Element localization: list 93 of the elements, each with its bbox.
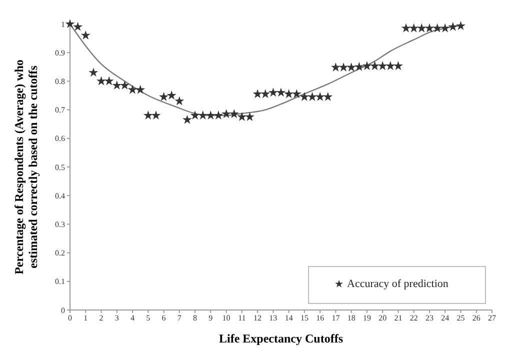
- point: [401, 23, 411, 32]
- x-tick-label: 7: [177, 314, 182, 323]
- point: [424, 23, 434, 32]
- point: [338, 62, 348, 72]
- point: [143, 110, 153, 120]
- point: [73, 22, 83, 31]
- x-tick-label: 25: [456, 314, 465, 323]
- point: [416, 23, 426, 32]
- y-tick-label: 0.6: [55, 134, 65, 144]
- point: [182, 114, 192, 124]
- x-tick-label: 8: [193, 314, 198, 323]
- point: [268, 88, 278, 97]
- point: [276, 88, 286, 97]
- point: [386, 61, 396, 70]
- point: [229, 109, 239, 118]
- x-tick-label: 6: [162, 314, 166, 323]
- point: [65, 19, 75, 28]
- point: [252, 89, 262, 98]
- point: [362, 61, 372, 70]
- x-tick-label: 15: [300, 314, 308, 323]
- point: [260, 89, 270, 98]
- point: [300, 92, 310, 101]
- point: [308, 92, 318, 101]
- point: [166, 90, 176, 100]
- x-tick-label: 3: [114, 314, 119, 323]
- point: [120, 80, 130, 90]
- point: [284, 89, 294, 98]
- x-tick-label: 9: [208, 314, 213, 323]
- point: [456, 21, 466, 30]
- x-tick-label: 26: [472, 314, 480, 323]
- point: [244, 112, 254, 121]
- point: [96, 76, 106, 86]
- y-tick-label: 0.1: [55, 277, 65, 286]
- x-tick-label: 10: [222, 314, 230, 323]
- x-tick-label: 12: [254, 314, 262, 323]
- x-tick-label: 14: [284, 314, 293, 323]
- x-tick-label: 4: [130, 314, 135, 323]
- x-tick-label: 1: [84, 314, 88, 323]
- point: [440, 23, 450, 32]
- point: [292, 89, 302, 98]
- point: [88, 68, 98, 77]
- x-tick-label: 13: [269, 314, 278, 323]
- point: [222, 109, 232, 118]
- x-tick-label: 2: [99, 314, 104, 323]
- point: [354, 62, 364, 71]
- point: [112, 80, 122, 90]
- y-tick-label: 0.4: [55, 191, 65, 200]
- point: [378, 61, 388, 70]
- y-tick-label: 1: [61, 20, 65, 29]
- x-axis-title: Life Expectancy Cutoffs: [219, 332, 344, 346]
- point: [136, 84, 146, 94]
- x-tick-label: 27: [488, 314, 496, 323]
- point: [448, 22, 458, 31]
- y-tick-label: 0: [61, 306, 65, 315]
- y-axis-title: Percentage of Respondents (Average) who estimated correctly based on the cutoffs: [12, 60, 40, 274]
- point: [323, 92, 333, 101]
- x-tick-label: 22: [410, 314, 418, 323]
- point: [174, 96, 184, 106]
- x-tick-label: 18: [347, 314, 356, 323]
- x-tick-label: 17: [332, 314, 340, 323]
- x-tick-label: 20: [378, 314, 387, 323]
- x-tick-label: 0: [68, 314, 72, 323]
- point: [237, 112, 247, 121]
- point: [370, 61, 380, 70]
- point: [104, 76, 114, 86]
- y-tick-label: 0.8: [55, 77, 65, 86]
- point: [330, 62, 340, 72]
- legend-label: Accuracy of prediction: [347, 278, 448, 290]
- x-tick-label: 16: [316, 314, 324, 323]
- point: [393, 61, 403, 70]
- point: [80, 30, 90, 40]
- y-tick-label: 0.2: [55, 248, 65, 258]
- x-tick-label: 5: [146, 314, 150, 323]
- point: [432, 23, 442, 32]
- point: [198, 110, 208, 120]
- point: [315, 92, 325, 101]
- point: [128, 84, 138, 94]
- y-tick-label: 0.9: [55, 48, 65, 58]
- point: [346, 62, 356, 72]
- x-tick-label: 11: [238, 314, 246, 323]
- x-tick-label: 21: [394, 314, 402, 323]
- x-tick-label: 19: [362, 314, 371, 323]
- point: [214, 110, 224, 120]
- point: [190, 110, 200, 120]
- y-tick-label: 0.7: [55, 106, 65, 115]
- point: [409, 23, 419, 32]
- y-tick-label: 0.3: [55, 220, 65, 230]
- point: [206, 110, 216, 120]
- x-tick-label: 24: [441, 314, 450, 323]
- point: [159, 92, 169, 101]
- point: [151, 110, 161, 120]
- x-tick-label: 23: [425, 314, 434, 323]
- y-tick-label: 0.5: [55, 162, 65, 172]
